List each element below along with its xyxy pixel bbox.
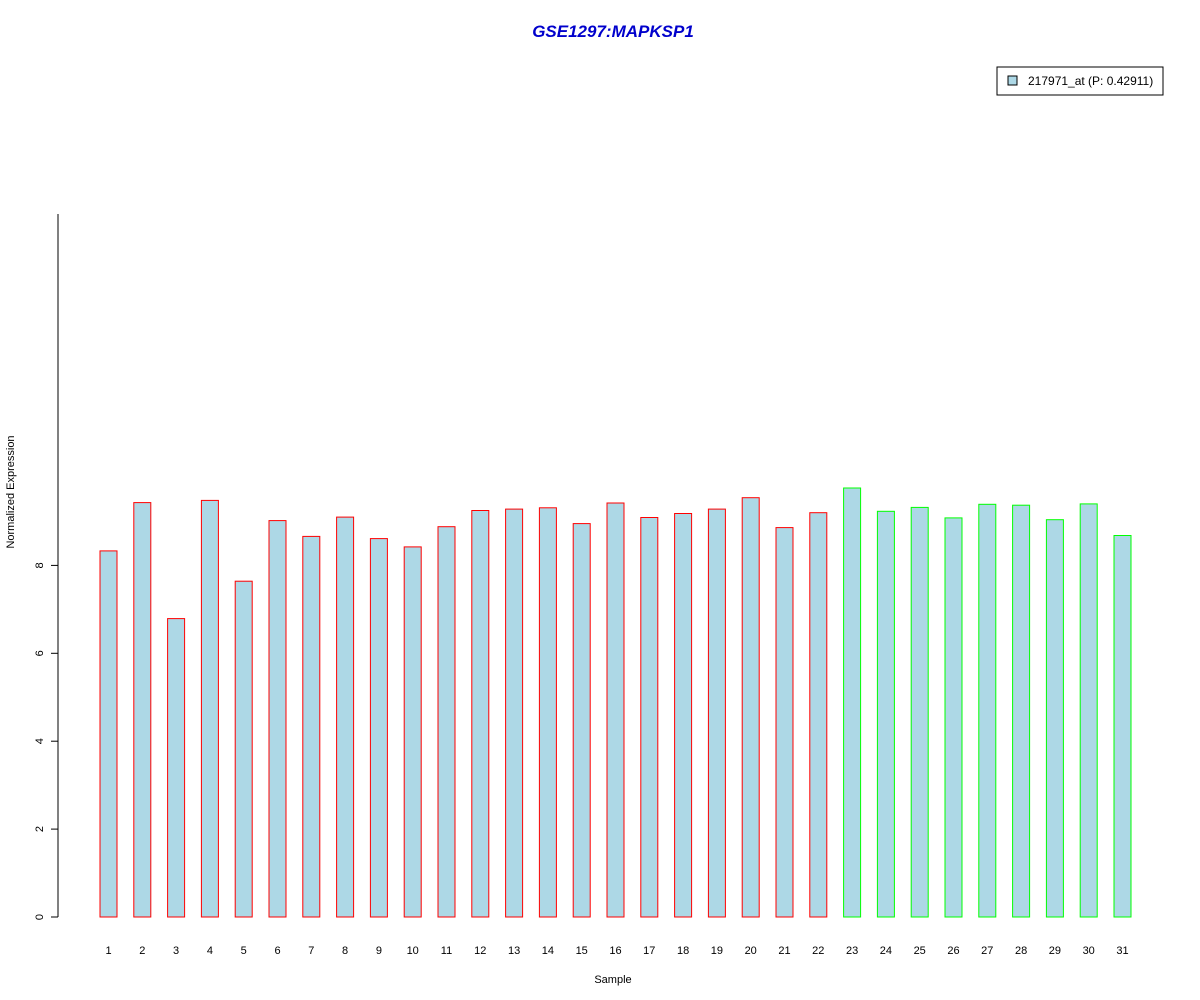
x-tick-label: 9 bbox=[376, 945, 382, 957]
bar-sample-31 bbox=[1113, 535, 1132, 918]
x-tick-label: 25 bbox=[914, 945, 926, 957]
bar-sample-28 bbox=[1012, 504, 1031, 918]
legend-box bbox=[996, 66, 1164, 96]
x-tick-label: 8 bbox=[342, 945, 348, 957]
bar-sample-29 bbox=[1045, 519, 1064, 918]
y-axis-ticks: 0 2 4 6 8 bbox=[34, 562, 58, 920]
x-axis-tick-labels: 1 2 3 4 5 6 7 8 9 10 11 12 13 14 15 16 17 18 19 20 21 22 23 24 2… bbox=[105, 945, 1128, 957]
y-tick-label: 4 bbox=[34, 738, 46, 744]
x-tick-label: 21 bbox=[778, 945, 790, 957]
x-tick-label: 27 bbox=[981, 945, 993, 957]
bar-sample-11 bbox=[437, 526, 456, 918]
x-tick-label: 1 bbox=[105, 945, 111, 957]
x-tick-label: 29 bbox=[1049, 945, 1061, 957]
x-tick-label: 20 bbox=[745, 945, 757, 957]
bar-sample-23 bbox=[843, 487, 862, 918]
x-tick-label: 12 bbox=[474, 945, 486, 957]
bar-sample-4 bbox=[200, 499, 219, 918]
bar-sample-14 bbox=[538, 507, 557, 918]
y-tick-label: 8 bbox=[34, 562, 46, 568]
legend-swatch bbox=[1007, 75, 1018, 86]
bar-sample-19 bbox=[707, 508, 726, 918]
x-tick-label: 18 bbox=[677, 945, 689, 957]
bar-sample-30 bbox=[1079, 503, 1098, 918]
bar-sample-7 bbox=[302, 535, 321, 918]
bars bbox=[99, 487, 1132, 918]
bar-sample-6 bbox=[268, 520, 287, 918]
bar-sample-20 bbox=[741, 497, 760, 918]
x-tick-label: 26 bbox=[947, 945, 959, 957]
bar-sample-21 bbox=[775, 527, 794, 918]
bar-sample-13 bbox=[505, 508, 524, 918]
bar-sample-3 bbox=[167, 618, 186, 918]
bar-sample-9 bbox=[369, 538, 388, 918]
bar-sample-26 bbox=[944, 517, 963, 918]
bar-sample-15 bbox=[572, 523, 591, 918]
bar-sample-18 bbox=[674, 513, 693, 918]
x-tick-label: 15 bbox=[576, 945, 588, 957]
bar-sample-12 bbox=[471, 510, 490, 918]
x-tick-label: 24 bbox=[880, 945, 892, 957]
x-tick-label: 28 bbox=[1015, 945, 1027, 957]
x-tick-label: 31 bbox=[1116, 945, 1128, 957]
x-tick-label: 3 bbox=[173, 945, 179, 957]
bar-sample-22 bbox=[809, 512, 828, 918]
x-tick-label: 11 bbox=[441, 945, 452, 957]
bar-sample-24 bbox=[876, 510, 895, 918]
bar-sample-17 bbox=[640, 517, 659, 918]
bar-sample-10 bbox=[403, 546, 422, 918]
x-tick-label: 5 bbox=[241, 945, 247, 957]
bar-sample-16 bbox=[606, 502, 625, 918]
y-tick-label: 6 bbox=[34, 650, 46, 656]
x-tick-label: 22 bbox=[812, 945, 824, 957]
legend: 217971_at (P: 0.42911) bbox=[996, 66, 1164, 96]
x-tick-label: 4 bbox=[207, 945, 213, 957]
x-tick-label: 14 bbox=[542, 945, 554, 957]
x-tick-label: 13 bbox=[508, 945, 520, 957]
x-tick-label: 10 bbox=[407, 945, 419, 957]
x-tick-label: 6 bbox=[274, 945, 280, 957]
x-tick-label: 23 bbox=[846, 945, 858, 957]
bar-sample-2 bbox=[133, 502, 152, 918]
x-tick-label: 16 bbox=[609, 945, 621, 957]
y-axis: 0 2 4 6 8 bbox=[34, 214, 59, 920]
bar-sample-5 bbox=[234, 580, 253, 918]
x-tick-label: 19 bbox=[711, 945, 723, 957]
x-tick-label: 2 bbox=[139, 945, 145, 957]
bar-sample-1 bbox=[99, 550, 118, 918]
bar-sample-25 bbox=[910, 506, 929, 918]
legend-label: 217971_at (P: 0.42911) bbox=[1028, 74, 1153, 88]
x-tick-label: 30 bbox=[1083, 945, 1095, 957]
y-tick-label: 0 bbox=[34, 914, 46, 920]
x-axis-label: Sample bbox=[594, 974, 631, 986]
y-tick-label: 2 bbox=[34, 826, 46, 832]
bar-sample-8 bbox=[336, 516, 355, 918]
y-axis-label: Normalized Expression bbox=[5, 435, 17, 548]
x-tick-label: 7 bbox=[308, 945, 314, 957]
x-tick-label: 17 bbox=[643, 945, 655, 957]
chart-title: GSE1297:MAPKSP1 bbox=[532, 22, 694, 41]
bar-sample-27 bbox=[978, 503, 997, 918]
